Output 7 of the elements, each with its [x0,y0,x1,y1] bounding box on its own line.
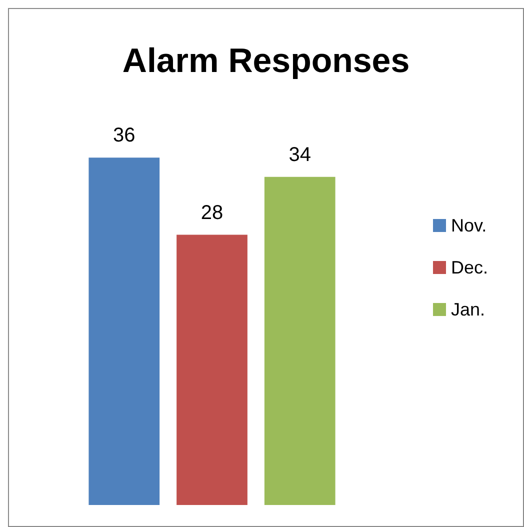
legend-label: Jan. [450,300,486,320]
data-label: 28 [200,202,224,224]
chart-title: Alarm Responses [122,42,410,80]
legend-label: Dec. [450,258,488,278]
legend-label: Nov. [450,216,487,236]
data-label: 34 [288,144,311,166]
data-label: 36 [113,124,136,147]
